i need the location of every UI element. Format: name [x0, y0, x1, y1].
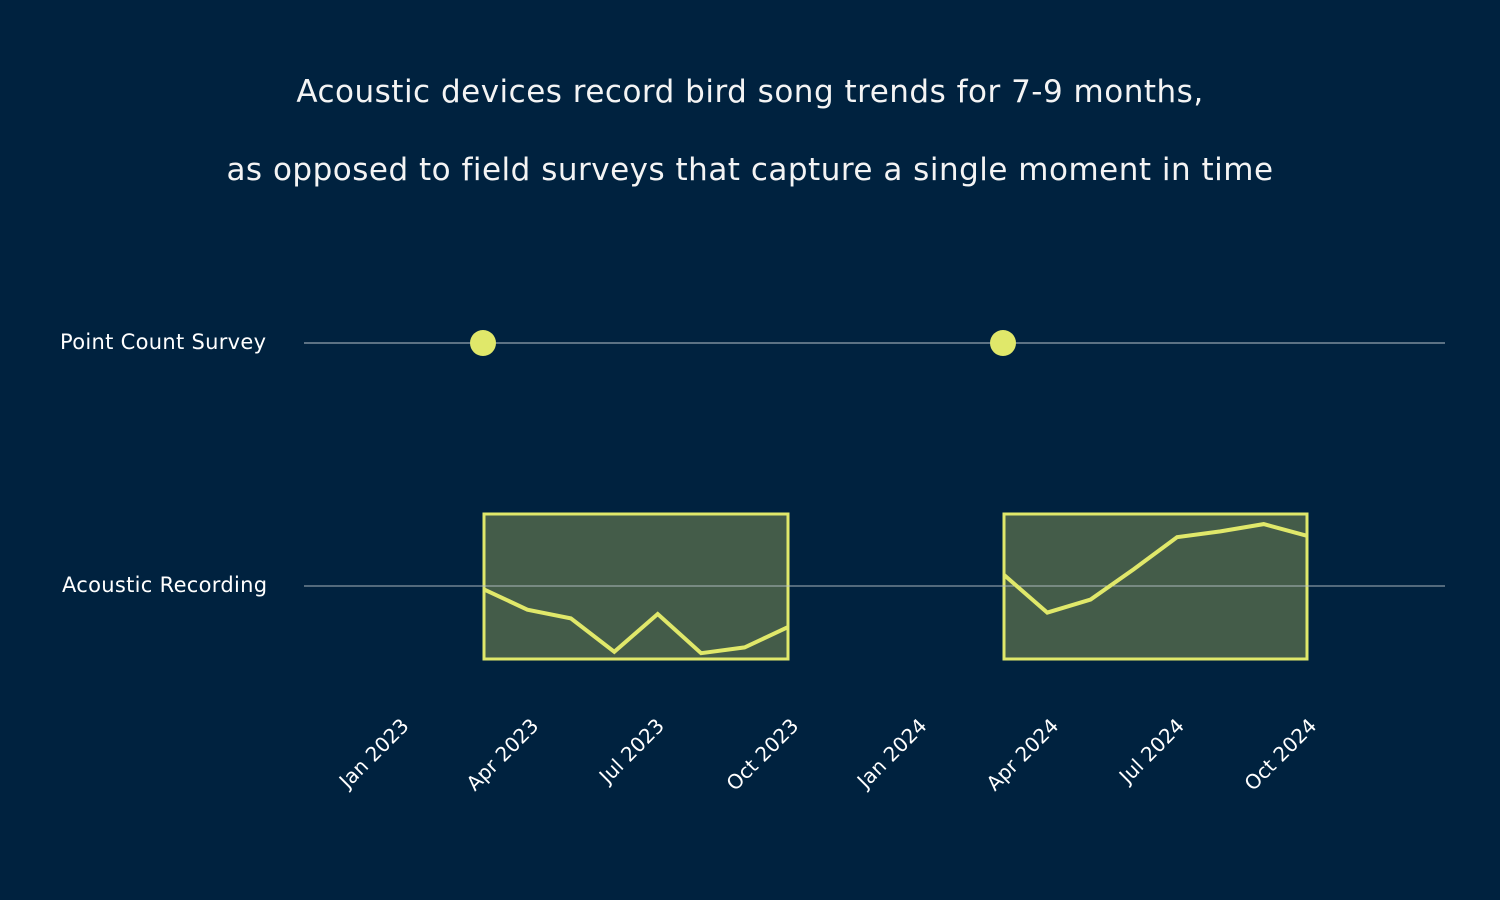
acoustic-trend-line [483, 587, 789, 656]
survey-point-apr-2024 [990, 330, 1016, 356]
row-label-acoustic: Acoustic Recording [62, 573, 268, 597]
survey-point-apr-2023 [470, 330, 496, 356]
row-label-point-count: Point Count Survey [60, 330, 267, 354]
acoustic-trend-line [1002, 522, 1308, 615]
chart-title-line-2: as opposed to field surveys that capture… [226, 152, 1274, 188]
chart-title-line-1: Acoustic devices record bird song trends… [296, 74, 1204, 110]
